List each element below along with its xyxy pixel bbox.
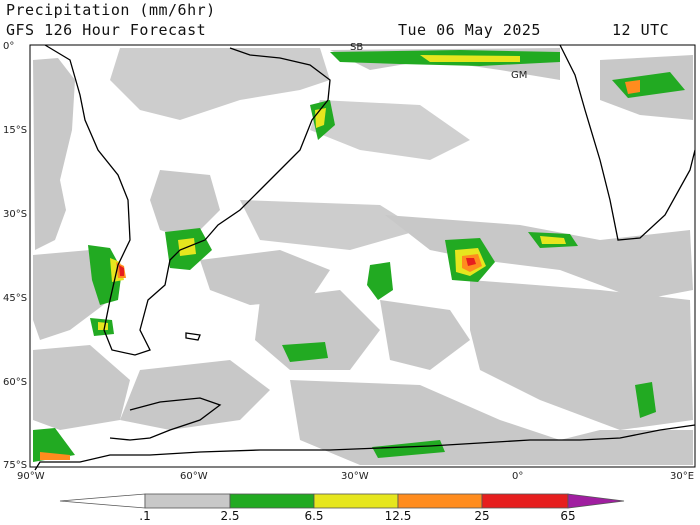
colorbar-label-1: 2.5 [220, 509, 240, 523]
colorbar-label-4: 25 [474, 509, 490, 523]
lat-label-30s: 30°S [3, 209, 27, 220]
colorbar-low-arrow [59, 493, 146, 509]
lat-label-45s: 45°S [3, 293, 27, 304]
lon-label-30w: 30°W [341, 471, 369, 482]
map-subtitle: GFS 126 Hour Forecast [6, 21, 207, 39]
lat-label-0: 0° [3, 41, 14, 52]
place-label-gm: GM [511, 70, 527, 81]
lon-label-0: 0° [512, 471, 523, 482]
lat-label-75s: 75°S [3, 460, 27, 471]
colorbar-bin-grey [144, 493, 231, 509]
valid-date: Tue 06 May 2025 [398, 21, 541, 39]
valid-time: 12 UTC [612, 21, 670, 39]
coastlines [34, 44, 696, 471]
lat-label-60s: 60°S [3, 377, 27, 388]
lon-label-90w: 90°W [17, 471, 45, 482]
lat-label-15s: 15°S [3, 125, 27, 136]
longitude-labels: 90°W 60°W 30°W 0° 30°E [17, 471, 694, 482]
place-labels: SB GM [350, 42, 527, 81]
colorbar-label-2: 6.5 [304, 509, 324, 523]
colorbar-bin-red [481, 493, 569, 509]
colorbar-label-5: 65 [560, 509, 576, 523]
lon-label-30e: 30°E [670, 471, 694, 482]
colorbar-bin-green [229, 493, 315, 509]
colorbar-bin-orange [397, 493, 483, 509]
map-title: Precipitation (mm/6hr) [6, 1, 216, 19]
colorbar-label-0: .1 [139, 509, 151, 523]
lon-label-60w: 60°W [180, 471, 208, 482]
place-label-sb: SB [350, 42, 363, 53]
colorbar-high-arrow [567, 493, 625, 509]
colorbar-bin-yellow [313, 493, 399, 509]
red-precip-layer [119, 258, 476, 276]
latitude-labels: 0° 15°S 30°S 45°S 60°S 75°S [3, 41, 27, 471]
colorbar-label-3: 12.5 [384, 509, 412, 523]
